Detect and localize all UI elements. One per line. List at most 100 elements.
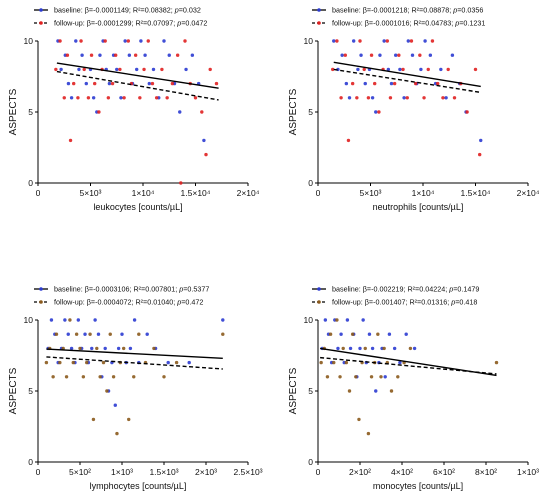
data-point-baseline xyxy=(167,53,171,57)
legend-marker-follow-up xyxy=(317,300,321,304)
data-point-baseline xyxy=(361,318,365,322)
data-point-follow-up xyxy=(341,346,345,351)
data-point-baseline xyxy=(74,39,78,43)
data-point-baseline xyxy=(479,138,483,143)
data-point-follow-up xyxy=(121,346,126,351)
legend-marker-follow-up xyxy=(39,21,43,25)
data-point-baseline xyxy=(406,39,410,43)
data-point-follow-up xyxy=(478,152,482,157)
data-point-follow-up xyxy=(343,53,347,57)
data-point-baseline xyxy=(370,96,375,100)
data-point-follow-up xyxy=(126,39,130,43)
data-point-follow-up xyxy=(51,375,55,379)
data-point-baseline xyxy=(378,53,382,57)
data-point-baseline xyxy=(221,318,225,322)
data-point-baseline xyxy=(49,318,54,322)
legend-marker-baseline xyxy=(317,8,321,12)
data-point-baseline xyxy=(135,67,139,72)
x-tick-label: 0 xyxy=(316,467,321,477)
data-point-follow-up xyxy=(160,67,164,72)
data-point-follow-up xyxy=(377,110,381,114)
fit-line-baseline xyxy=(319,347,497,377)
data-point-baseline xyxy=(119,96,123,100)
data-point-follow-up xyxy=(346,138,351,143)
data-point-follow-up xyxy=(58,360,62,365)
data-point-follow-up xyxy=(441,96,445,100)
data-point-baseline xyxy=(162,39,166,43)
data-point-baseline xyxy=(59,67,63,72)
data-point-baseline xyxy=(187,360,191,365)
data-point-baseline xyxy=(383,375,387,379)
data-point-baseline xyxy=(128,346,133,351)
data-point-follow-up xyxy=(204,152,208,157)
data-point-follow-up xyxy=(65,53,70,57)
data-point-baseline xyxy=(386,67,391,72)
data-point-baseline xyxy=(143,53,147,57)
data-point-baseline xyxy=(103,346,107,351)
data-point-follow-up xyxy=(355,96,359,100)
data-point-follow-up xyxy=(114,53,118,57)
data-point-follow-up xyxy=(97,110,101,114)
data-point-follow-up xyxy=(396,375,400,379)
chart-panel-1: baseline: β=-0.0001149; R²=0.08382; p=0.… xyxy=(8,6,260,213)
data-point-follow-up xyxy=(465,110,469,114)
data-point-baseline xyxy=(323,318,328,322)
data-point-follow-up xyxy=(319,360,323,365)
data-point-baseline xyxy=(91,96,96,100)
data-point-baseline xyxy=(63,318,67,322)
legend-marker-follow-up xyxy=(317,21,321,25)
data-point-follow-up xyxy=(339,96,343,100)
data-point-follow-up xyxy=(103,39,107,43)
data-point-follow-up xyxy=(127,417,131,422)
data-point-baseline xyxy=(123,39,127,43)
data-point-follow-up xyxy=(397,53,401,57)
data-point-follow-up xyxy=(362,67,366,72)
data-point-follow-up xyxy=(494,360,499,365)
x-tick-label: 0 xyxy=(316,188,321,198)
y-tick-label: 5 xyxy=(308,107,313,117)
x-tick-label: 8×10² xyxy=(475,467,497,477)
data-point-follow-up xyxy=(76,96,80,100)
data-point-follow-up xyxy=(146,39,150,43)
x-tick-label: 1×10³ xyxy=(111,467,133,477)
x-tick-label: 5×10² xyxy=(69,467,91,477)
data-point-baseline xyxy=(370,346,375,351)
data-point-baseline xyxy=(374,110,378,114)
data-point-follow-up xyxy=(115,431,119,436)
x-tick-label: 5×10³ xyxy=(360,188,382,198)
legend-label-baseline: baseline: β=-0.0001218; R²=0.08878; p=0.… xyxy=(332,6,483,15)
data-point-baseline xyxy=(184,67,188,72)
x-tick-label: 1.5×10⁴ xyxy=(461,188,491,198)
data-point-follow-up xyxy=(54,67,58,72)
data-point-baseline xyxy=(145,332,149,336)
legend-label-follow-up: follow-up: β=-0.0001016; R²=0.04783; p=0… xyxy=(332,19,485,28)
data-point-baseline xyxy=(151,67,156,72)
fit-line-follow-up xyxy=(320,356,497,375)
x-axis-label: monocytes [counts/µL] xyxy=(373,481,463,491)
data-point-baseline xyxy=(93,318,97,322)
y-axis-label: ASPECTS xyxy=(8,88,19,135)
chart-panel-4: baseline: β=-0.002219; R²=0.04224; p=0.1… xyxy=(288,285,539,492)
data-point-follow-up xyxy=(74,332,79,336)
data-point-follow-up xyxy=(88,332,92,336)
data-point-follow-up xyxy=(138,96,142,100)
x-tick-label: 1.5×10⁴ xyxy=(181,188,211,198)
x-tick-label: 2×10² xyxy=(349,467,371,477)
data-point-follow-up xyxy=(331,67,335,72)
y-tick-label: 10 xyxy=(304,36,314,46)
y-tick-label: 0 xyxy=(28,457,33,467)
data-point-follow-up xyxy=(174,360,179,365)
data-point-follow-up xyxy=(369,375,374,379)
data-point-follow-up xyxy=(142,67,146,72)
data-point-follow-up xyxy=(430,39,435,43)
data-point-baseline xyxy=(139,39,143,43)
data-point-baseline xyxy=(444,96,448,100)
data-point-follow-up xyxy=(347,389,352,393)
data-point-follow-up xyxy=(98,375,102,379)
data-point-baseline xyxy=(404,332,408,336)
data-point-follow-up xyxy=(137,332,141,336)
chart-panel-2: baseline: β=-0.0001218; R²=0.08878; p=0.… xyxy=(288,6,540,213)
data-point-follow-up xyxy=(78,346,82,351)
data-point-baseline xyxy=(394,53,398,57)
data-point-baseline xyxy=(115,67,119,72)
